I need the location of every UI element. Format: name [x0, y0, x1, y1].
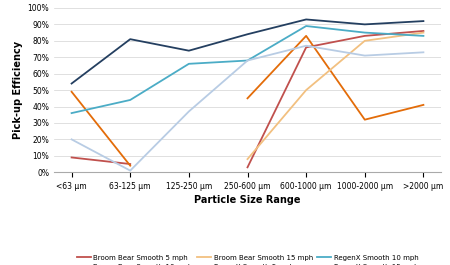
Y-axis label: Pick-up Efficiency: Pick-up Efficiency — [14, 41, 23, 139]
X-axis label: Particle Size Range: Particle Size Range — [194, 195, 301, 205]
Legend: Broom Bear Smooth 5 mph, Broom Bear Smooth 10 mph, Broom Bear Smooth 15 mph, Reg: Broom Bear Smooth 5 mph, Broom Bear Smoo… — [76, 255, 418, 265]
